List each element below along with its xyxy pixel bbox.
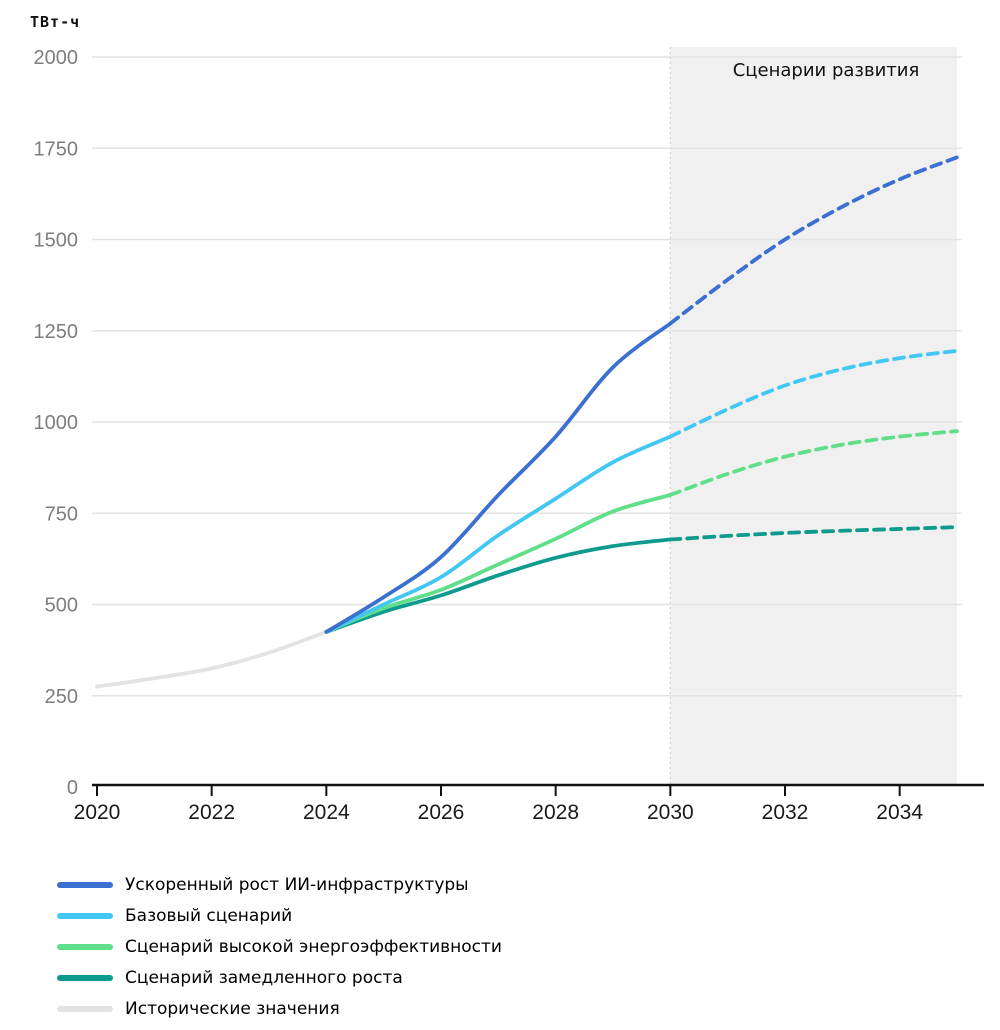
series-line-dashed-3 [668, 525, 959, 542]
series-line-dashed-2 [668, 429, 959, 497]
legend-label-3: Сценарий замедленного роста [125, 967, 403, 988]
y-axis-tick-label: 2000 [34, 47, 79, 69]
x-axis-tick-label: 2024 [303, 801, 350, 824]
series-line-solid-3 [324, 537, 673, 634]
y-axis-tick-label: 750 [45, 503, 78, 525]
series-line-solid-2 [324, 493, 673, 634]
legend-item-2: Сценарий высокой энергоэффективности [57, 931, 502, 962]
series-line-solid-1 [324, 434, 673, 634]
legend-label-4: Исторические значения [125, 998, 340, 1019]
x-axis-tick-label: 2028 [532, 801, 579, 824]
series-line-dashed-1 [668, 348, 959, 439]
y-axis-tick-label: 0 [67, 777, 78, 799]
chart-canvas: 0 250 500 750 1000 1250 1500 1750 2000 2020 2022 2… [34, 47, 984, 824]
x-axis-tick-label: 2022 [188, 801, 235, 824]
x-axis-tick-label: 2032 [762, 801, 809, 824]
legend-swatch-4 [57, 1005, 113, 1012]
legend-swatch-3 [57, 974, 113, 981]
forecast-band-label: Сценарии развития [732, 60, 920, 81]
y-axis-unit-label: ТВт-ч [30, 13, 81, 31]
series-line-4 [95, 629, 329, 689]
series-line-dashed-0 [668, 155, 959, 326]
y-axis-tick-label: 250 [45, 686, 78, 708]
legend: Ускоренный рост ИИ-инфраструктуры Базовый… [57, 869, 502, 1024]
x-axis-tick-label: 2026 [418, 801, 465, 824]
forecast-band [670, 47, 957, 784]
legend-item-4: Исторические значения [57, 993, 502, 1024]
legend-item-0: Ускоренный рост ИИ-инфраструктуры [57, 869, 502, 900]
legend-label-0: Ускоренный рост ИИ-инфраструктуры [125, 874, 469, 895]
legend-swatch-2 [57, 943, 113, 950]
y-axis-tick-label: 1500 [34, 230, 79, 252]
x-axis-tick-label: 2020 [74, 801, 121, 824]
y-axis-tick-label: 1750 [34, 138, 79, 160]
y-axis-tick-label: 500 [45, 595, 78, 617]
y-axis-tick-label: 1250 [34, 321, 79, 343]
legend-label-1: Базовый сценарий [125, 905, 293, 926]
y-axis-tick-label: 1000 [34, 412, 79, 434]
x-axis-tick-label: 2034 [876, 801, 923, 824]
legend-swatch-1 [57, 912, 113, 919]
series-line-solid-0 [324, 321, 673, 634]
legend-item-3: Сценарий замедленного роста [57, 962, 502, 993]
legend-label-2: Сценарий высокой энергоэффективности [125, 936, 502, 957]
x-axis-tick-label: 2030 [647, 801, 694, 824]
legend-swatch-0 [57, 881, 113, 888]
legend-item-1: Базовый сценарий [57, 900, 502, 931]
